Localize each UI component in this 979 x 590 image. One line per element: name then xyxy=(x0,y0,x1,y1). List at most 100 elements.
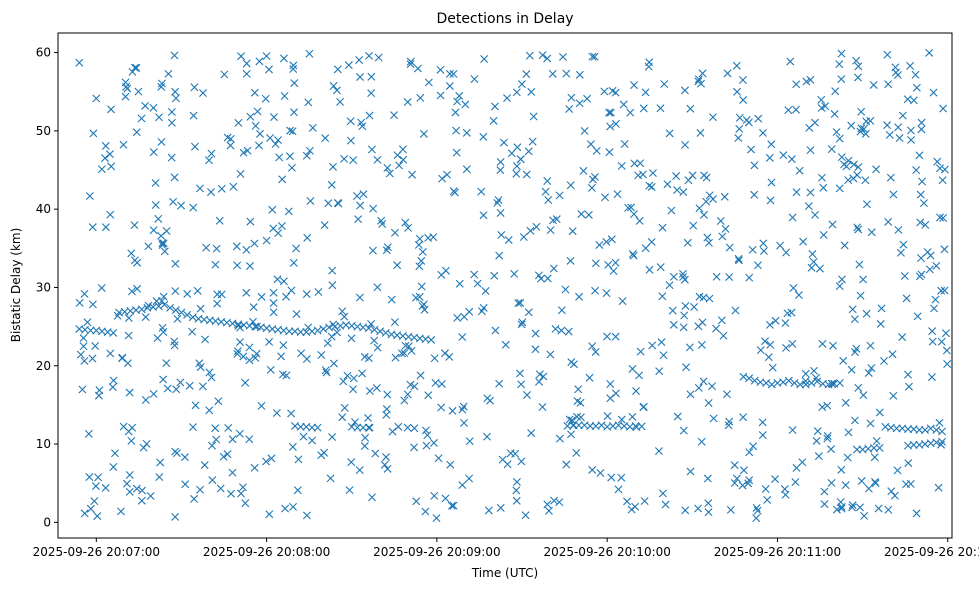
data-point xyxy=(415,262,424,271)
data-point xyxy=(883,50,892,59)
data-point xyxy=(328,433,337,442)
data-point xyxy=(904,459,913,468)
data-point xyxy=(320,221,329,230)
data-point xyxy=(397,349,406,358)
data-point xyxy=(930,304,939,313)
data-point xyxy=(515,369,524,378)
data-point xyxy=(709,113,717,122)
data-point xyxy=(116,507,125,516)
data-point xyxy=(655,367,664,376)
data-point xyxy=(393,151,402,160)
data-point xyxy=(562,69,571,78)
data-point xyxy=(119,140,128,149)
data-point xyxy=(163,384,172,393)
data-point xyxy=(733,87,742,96)
data-point xyxy=(690,303,699,311)
data-point xyxy=(313,423,322,432)
data-point xyxy=(364,354,373,363)
data-point xyxy=(250,463,259,472)
data-point xyxy=(590,52,599,61)
data-point xyxy=(869,443,878,452)
data-point xyxy=(393,261,402,270)
data-point xyxy=(859,124,868,133)
data-point xyxy=(704,238,713,247)
data-point xyxy=(223,450,232,459)
data-point xyxy=(257,401,266,410)
data-point xyxy=(789,284,798,292)
data-point xyxy=(928,337,937,346)
data-point xyxy=(403,390,412,399)
data-point xyxy=(823,434,832,443)
data-point xyxy=(886,173,895,182)
data-point xyxy=(739,95,748,104)
data-point xyxy=(890,491,899,500)
data-point xyxy=(818,339,827,348)
data-point xyxy=(819,183,828,192)
data-point xyxy=(850,416,859,425)
data-point xyxy=(543,274,552,283)
data-point xyxy=(391,353,400,362)
data-point xyxy=(185,381,194,390)
x-tick-label: 2025-09-26 20:07:00 xyxy=(33,545,160,559)
data-point xyxy=(97,165,106,174)
data-point xyxy=(137,305,146,314)
data-point xyxy=(591,286,600,295)
data-point xyxy=(106,349,115,358)
data-point xyxy=(282,292,291,301)
data-point xyxy=(356,201,365,210)
data-point xyxy=(412,497,421,506)
data-point xyxy=(717,316,726,325)
data-point xyxy=(827,478,836,487)
data-point xyxy=(902,480,911,489)
data-point xyxy=(916,218,925,227)
data-point xyxy=(703,233,712,242)
data-point xyxy=(544,506,553,515)
data-point xyxy=(88,300,97,309)
data-point xyxy=(808,250,817,259)
data-point xyxy=(319,324,328,333)
data-point xyxy=(75,58,84,67)
data-point xyxy=(937,337,946,346)
data-point xyxy=(418,301,427,310)
data-point xyxy=(787,308,796,317)
data-point xyxy=(522,70,531,79)
data-point xyxy=(387,295,396,304)
data-point xyxy=(410,382,419,391)
data-point xyxy=(850,315,859,324)
data-point xyxy=(75,298,84,307)
data-point xyxy=(250,239,259,248)
data-point xyxy=(193,286,202,295)
data-point xyxy=(364,413,372,422)
data-point xyxy=(639,403,648,412)
data-point xyxy=(893,466,902,475)
data-point xyxy=(224,423,233,432)
data-point xyxy=(696,128,705,137)
data-point xyxy=(853,223,862,232)
data-point xyxy=(739,466,748,475)
data-point xyxy=(686,390,695,399)
data-point xyxy=(665,129,674,138)
data-point xyxy=(856,127,865,136)
data-point xyxy=(232,242,241,251)
data-point xyxy=(277,352,286,361)
data-point xyxy=(745,476,754,485)
data-point xyxy=(201,335,210,344)
data-point xyxy=(904,370,913,379)
data-point xyxy=(406,57,415,66)
data-point xyxy=(125,487,134,496)
data-point xyxy=(587,183,596,192)
data-point xyxy=(819,230,828,239)
data-point xyxy=(369,204,378,213)
data-point xyxy=(837,49,846,58)
data-point xyxy=(752,503,761,512)
x-tick-label: 2025-09-26 20:11:00 xyxy=(714,545,841,559)
data-point xyxy=(745,374,754,383)
data-point xyxy=(672,172,681,181)
data-point xyxy=(579,166,588,175)
data-point xyxy=(149,226,158,235)
data-point xyxy=(252,349,261,358)
data-point xyxy=(712,324,721,333)
data-point xyxy=(296,422,305,431)
data-point xyxy=(876,319,885,328)
data-point xyxy=(673,186,682,195)
